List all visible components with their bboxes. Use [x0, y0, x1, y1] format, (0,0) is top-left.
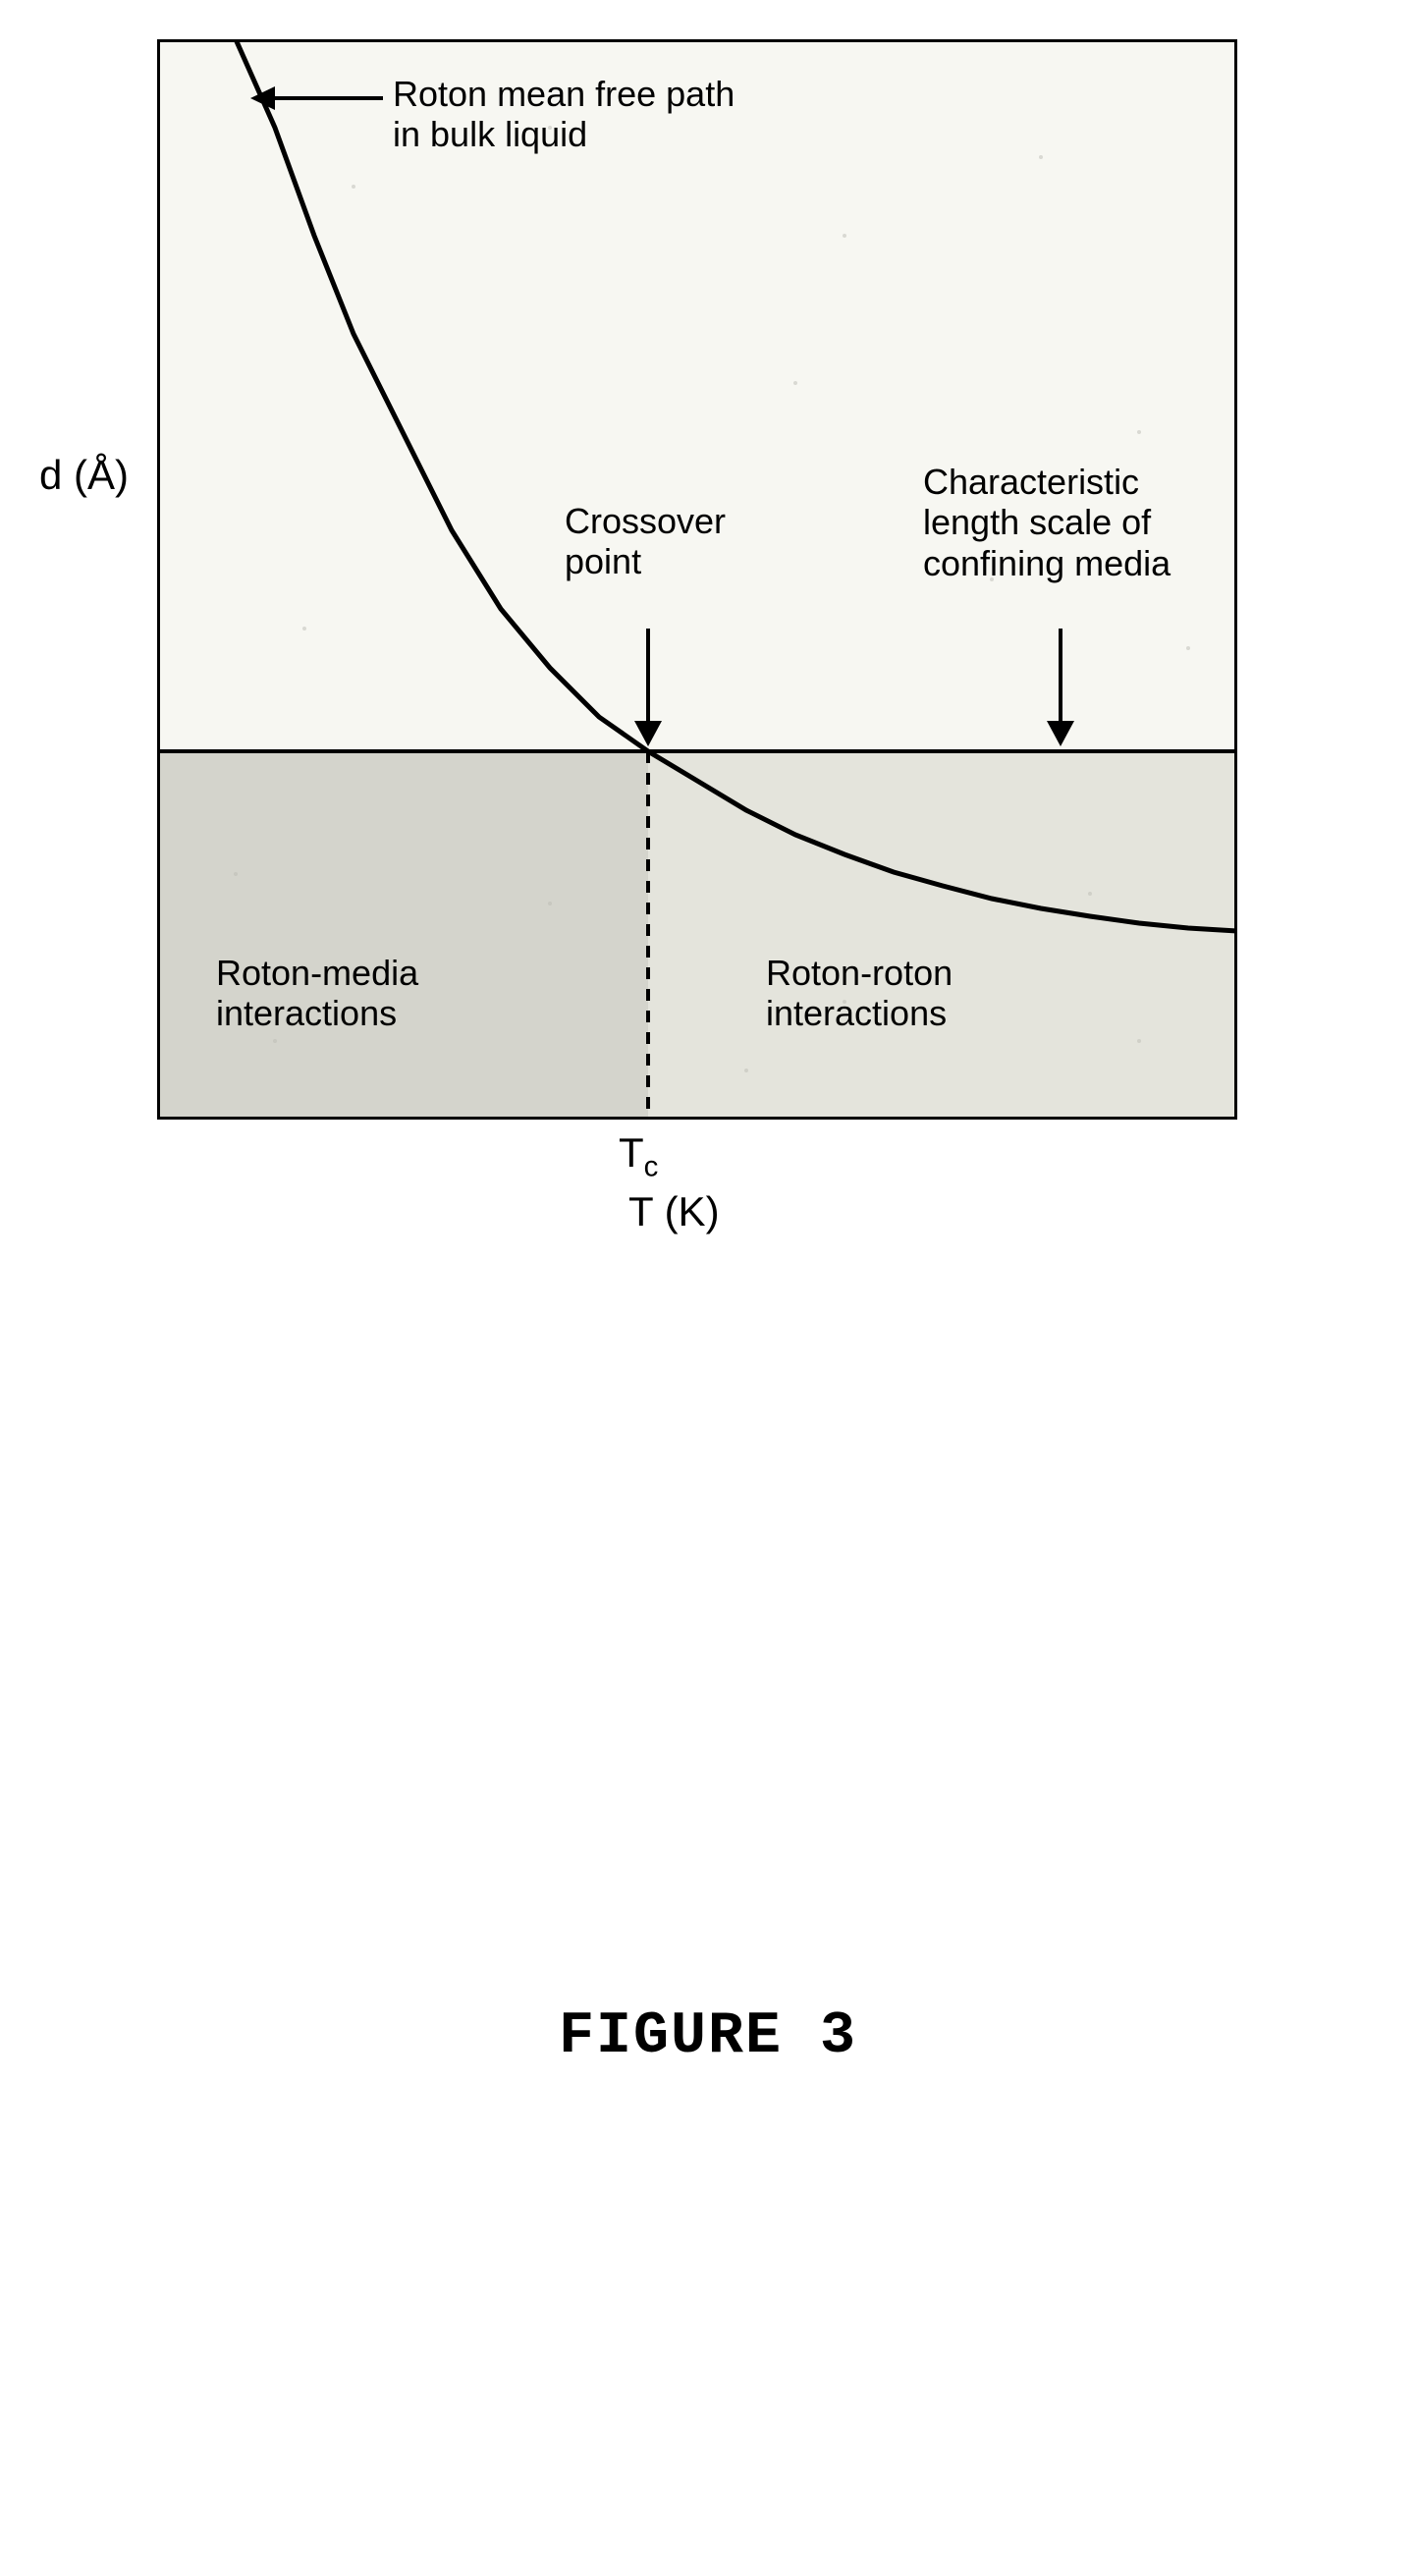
annotation-roton-mfp: Roton mean free path in bulk liquid [393, 74, 735, 155]
x-axis-tc-label: Tc [619, 1129, 658, 1183]
plot-area: Roton mean free path in bulk liquid Cros… [157, 39, 1237, 1120]
figure-caption: FIGURE 3 [39, 2003, 1377, 2070]
annotation-char-length: Characteristic length scale of confining… [923, 462, 1171, 583]
region-label-right: Roton-roton interactions [766, 953, 953, 1034]
lower-left-region [157, 751, 648, 1120]
x-axis-label: T (K) [628, 1188, 720, 1235]
annotation-crossover: Crossover point [565, 501, 726, 582]
region-label-left: Roton-media interactions [216, 953, 418, 1034]
y-axis-label: d (Å) [39, 452, 129, 499]
figure-container: Roton mean free path in bulk liquid Cros… [39, 39, 1377, 2070]
